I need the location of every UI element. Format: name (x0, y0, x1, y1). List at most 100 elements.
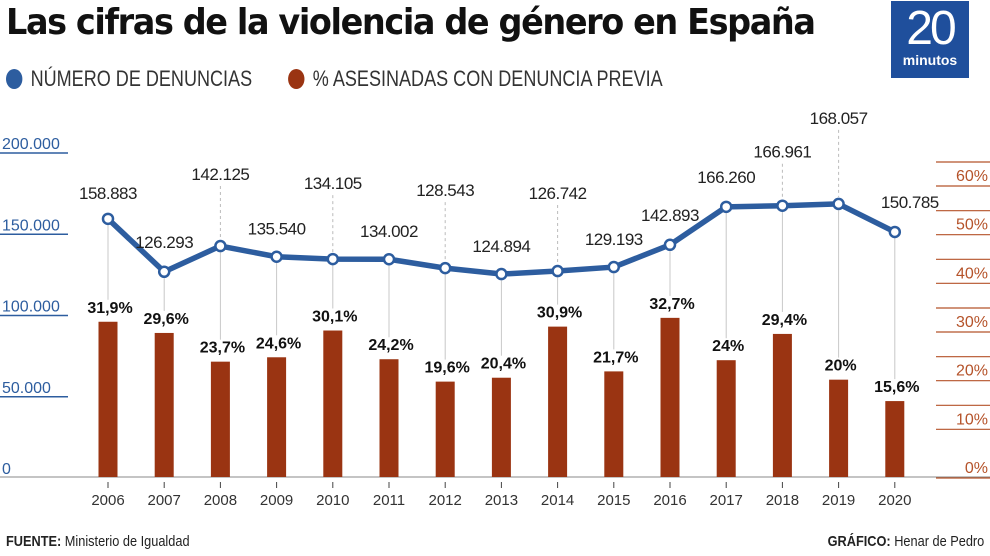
x-tick-label: 2016 (653, 492, 686, 509)
line-point-2020 (888, 225, 902, 239)
line-data-label: 166.961 (753, 143, 811, 162)
legend-item-asesinadas: % ASESINADAS CON DENUNCIA PREVIA (288, 66, 663, 92)
legend-dot-blue-icon (6, 69, 23, 89)
line-data-label: 126.293 (135, 233, 193, 252)
bar-2006 (98, 321, 118, 477)
left-axis-tick-label: 150.000 (2, 217, 60, 234)
x-tick-label: 2006 (91, 492, 124, 509)
bar-data-label: 24,6% (256, 335, 301, 352)
left-axis-tick-label: 200.000 (2, 136, 60, 153)
x-tick-label: 2009 (260, 492, 293, 509)
line-point-2019 (832, 197, 845, 211)
bar-data-label: 24% (712, 338, 744, 355)
bar-2016 (660, 317, 680, 477)
line-data-label: 128.543 (416, 181, 474, 200)
line-point-2016 (663, 238, 677, 252)
legend-dot-red-icon (288, 69, 305, 89)
x-tick-label: 2013 (485, 492, 518, 509)
logo-number: 20 (906, 2, 956, 55)
line-point-2018 (776, 199, 789, 212)
line-point-2010 (326, 252, 340, 266)
line-data-label: 150.785 (881, 193, 939, 212)
bar-data-label: 30,9% (537, 305, 582, 322)
bar-2008 (210, 361, 230, 477)
bar-data-label: 20,4% (481, 356, 526, 373)
logo-word: minutos (902, 52, 958, 68)
bar-2020 (885, 401, 905, 477)
right-axis-tick-label: 60% (956, 168, 988, 185)
x-tick-label: 2011 (373, 492, 405, 509)
line-data-label: 142.125 (191, 165, 249, 184)
bar-2013 (491, 377, 511, 477)
right-axis-tick-label: 40% (956, 265, 988, 282)
line-data-label: 129.193 (585, 230, 643, 249)
left-axis-tick-label: 50.000 (2, 380, 51, 397)
right-axis-tick-label: 10% (956, 411, 988, 428)
bar-data-label: 23,7% (200, 340, 245, 357)
bar-2015 (604, 371, 624, 477)
bar-data-label: 19,6% (425, 360, 470, 377)
line-data-label: 166.260 (697, 168, 755, 187)
line-data-label: 124.894 (472, 237, 530, 256)
bar-data-label: 24,2% (368, 337, 413, 354)
20minutos-logo: 20 minutos (891, 1, 969, 78)
line-data-label: 168.057 (810, 109, 868, 128)
right-axis-tick-label: 0% (965, 460, 988, 477)
x-tick-label: 2010 (316, 492, 349, 509)
right-axis-tick-label: 20% (956, 363, 988, 380)
legend-label-asesinadas: % ASESINADAS CON DENUNCIA PREVIA (312, 66, 663, 91)
left-axis-tick-label: 100.000 (2, 299, 60, 316)
x-tick-label: 2020 (878, 492, 911, 509)
x-tick-label: 2018 (766, 492, 799, 509)
credit-note: GRÁFICO: Henar de Pedro (827, 533, 984, 550)
bar-2019 (829, 379, 849, 477)
source-value: Ministerio de Igualdad (64, 533, 190, 550)
x-tick-label: 2007 (148, 492, 181, 509)
bar-data-label: 32,7% (649, 296, 694, 313)
line-point-2011 (382, 252, 396, 266)
bar-data-label: 29,4% (762, 312, 807, 329)
legend-item-denuncias: NÚMERO DE DENUNCIAS (6, 66, 252, 92)
line-point-2007 (157, 265, 171, 279)
bar-data-label: 29,6% (144, 311, 189, 328)
credit-label: GRÁFICO: (827, 533, 891, 550)
x-tick-label: 2014 (541, 492, 574, 509)
bar-data-label: 21,7% (593, 349, 638, 366)
line-point-2006 (101, 212, 115, 226)
line-data-label: 135.540 (248, 220, 306, 239)
x-tick-label: 2015 (597, 492, 630, 509)
bar-data-label: 15,6% (874, 379, 919, 396)
line-data-label: 142.893 (641, 206, 699, 225)
line-point-2012 (438, 261, 452, 275)
bar-2007 (154, 332, 174, 477)
line-data-label: 126.742 (529, 184, 587, 203)
legend-label-denuncias: NÚMERO DE DENUNCIAS (30, 66, 253, 91)
bar-2011 (379, 359, 399, 477)
x-tick-label: 2008 (204, 492, 237, 509)
chart-title: Las cifras de la violencia de género en … (6, 2, 816, 43)
bar-2014 (548, 326, 568, 477)
line-point-2014 (551, 264, 564, 278)
line-data-label: 134.002 (360, 222, 418, 241)
source-label: FUENTE: (6, 533, 62, 550)
x-tick-label: 2017 (710, 492, 743, 509)
line-point-2015 (607, 260, 621, 274)
right-axis-tick-label: 50% (956, 217, 988, 234)
bar-2009 (267, 357, 287, 477)
right-axis-tick-label: 30% (956, 314, 988, 331)
source-note: FUENTE: Ministerio de Igualdad (6, 533, 190, 550)
bar-data-label: 31,9% (87, 300, 132, 317)
bar-2010 (323, 330, 343, 477)
line-data-label: 134.105 (304, 174, 362, 193)
credit-value: Henar de Pedro (893, 533, 984, 550)
line-point-2013 (495, 267, 508, 281)
line-point-2017 (719, 200, 733, 214)
x-tick-label: 2012 (429, 492, 462, 509)
line-data-label: 158.883 (79, 184, 137, 203)
left-axis-tick-label: 0 (2, 461, 11, 478)
line-point-2008 (214, 239, 227, 253)
bar-2018 (772, 333, 792, 477)
line-point-2009 (270, 250, 283, 263)
chart-legend: NÚMERO DE DENUNCIAS % ASESINADAS CON DEN… (6, 65, 699, 93)
